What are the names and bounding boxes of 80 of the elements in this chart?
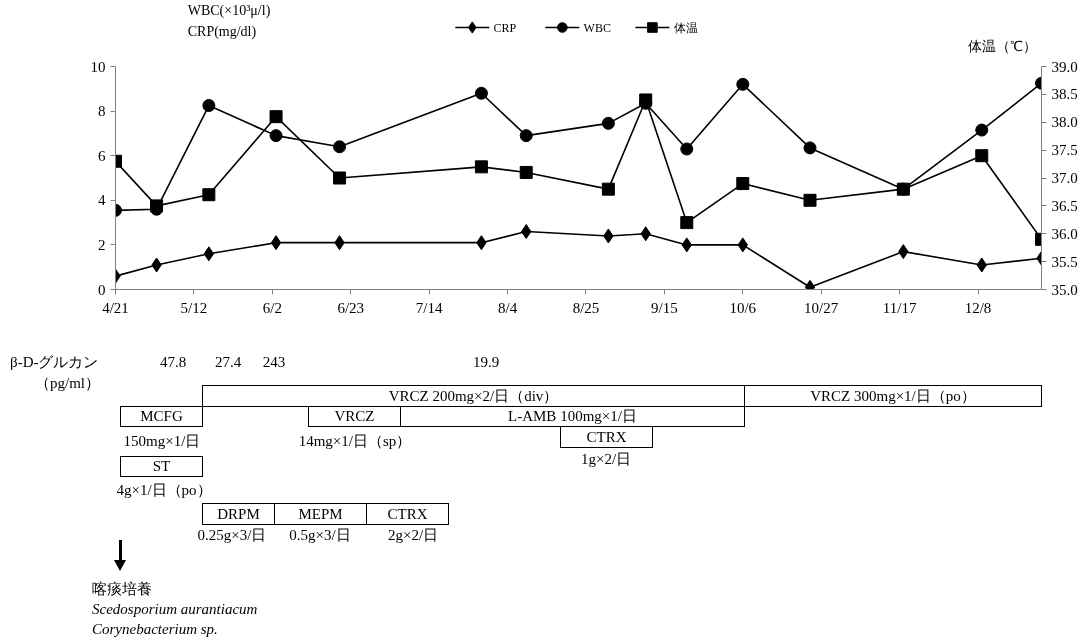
- y-axis-title: WBC(×10³μ/l) CRP(mg/dl): [187, 2, 271, 41]
- y-tick-label: 10: [90, 58, 106, 75]
- y2-tick-label: 36.5: [1051, 197, 1078, 214]
- text: 0.5g×3/日: [289, 526, 351, 545]
- point: [803, 193, 817, 207]
- text: 喀痰培養: [92, 580, 152, 599]
- x-tick-label: 8/4: [497, 299, 518, 316]
- y-tick-label: 0: [98, 281, 106, 298]
- x-tick-label: 9/15: [651, 299, 678, 316]
- point: [680, 216, 694, 230]
- text: MCFG: [120, 406, 203, 427]
- text: 2g×2/日: [387, 526, 439, 545]
- point: [202, 188, 216, 202]
- point: [202, 99, 216, 113]
- text: VRCZ 300mg×1/日（po）: [744, 385, 1042, 407]
- y2-tick-label: 38.0: [1051, 114, 1078, 131]
- legend-label: CRP: [493, 20, 517, 35]
- text: 243: [262, 353, 286, 372]
- y2-tick-label: 35.5: [1051, 253, 1078, 270]
- x-tick-label: 10/6: [729, 299, 757, 316]
- x-tick-label: 8/25: [572, 299, 600, 316]
- x-tick-label: 11/17: [882, 299, 917, 316]
- x-tick-label: 4/21: [102, 299, 129, 316]
- text: 14mg×1/日（sp）: [298, 432, 412, 451]
- y-tick-label: 2: [98, 236, 106, 253]
- y2-axis-title: 体温（℃）: [968, 39, 1038, 54]
- text: CTRX: [560, 426, 653, 448]
- text: 0.25g×3/日: [197, 526, 267, 545]
- text: L-AMB 100mg×1/日: [400, 406, 745, 427]
- y2-tick-label: 37.0: [1051, 170, 1078, 186]
- point: [975, 123, 989, 137]
- point: [803, 141, 817, 155]
- x-tick-label: 6/23: [337, 299, 365, 316]
- y2-tick-label: 36.0: [1051, 225, 1078, 242]
- text: 27.4: [214, 353, 242, 372]
- x-tick-label: 10/27: [804, 299, 839, 316]
- y2-tick-label: 37.5: [1051, 142, 1078, 159]
- legend-label: WBC: [583, 20, 611, 35]
- y2-tick-label: 35.0: [1051, 281, 1078, 298]
- text: Corynebacterium sp.: [92, 620, 218, 638]
- point: [736, 177, 750, 191]
- point: [601, 182, 615, 196]
- point: [333, 140, 347, 154]
- text: 4g×1/日（po）: [116, 481, 212, 500]
- y2-tick-label: 39.0: [1051, 58, 1078, 75]
- y2-tick-label: 38.5: [1051, 86, 1078, 103]
- text: ST: [120, 456, 203, 477]
- text: VRCZ 200mg×2/日（div）: [202, 385, 745, 407]
- text: 150mg×1/日: [123, 432, 201, 451]
- text: （pg/ml）: [34, 374, 100, 393]
- point: [474, 86, 488, 100]
- text: 19.9: [472, 353, 500, 372]
- point: [269, 129, 283, 143]
- text: VRCZ: [308, 406, 401, 427]
- point: [975, 149, 989, 163]
- y-tick-label: 6: [98, 147, 106, 164]
- text: MEPM: [274, 503, 367, 525]
- y-tick-label: 8: [98, 103, 106, 120]
- x-tick-label: 12/8: [964, 299, 992, 316]
- text: Scedosporium aurantiacum: [92, 600, 258, 619]
- x-tick-label: 6/2: [262, 299, 282, 316]
- point: [680, 142, 694, 156]
- x-tick-label: 5/12: [180, 299, 208, 316]
- point: [270, 235, 282, 251]
- point: [519, 165, 533, 179]
- point: [474, 160, 488, 174]
- legend-label: 体温: [673, 20, 698, 35]
- text: β-D-グルカン: [10, 353, 99, 372]
- text: CTRX: [366, 503, 449, 525]
- text: 47.8: [159, 353, 187, 372]
- point: [269, 110, 283, 124]
- point: [203, 246, 215, 262]
- text: 1g×2/日: [580, 450, 632, 469]
- text: DRPM: [202, 503, 275, 525]
- y-tick-label: 4: [98, 192, 106, 209]
- point: [601, 116, 615, 130]
- point: [519, 129, 533, 143]
- point: [333, 171, 347, 185]
- x-tick-label: 7/14: [415, 299, 443, 316]
- point: [736, 77, 750, 91]
